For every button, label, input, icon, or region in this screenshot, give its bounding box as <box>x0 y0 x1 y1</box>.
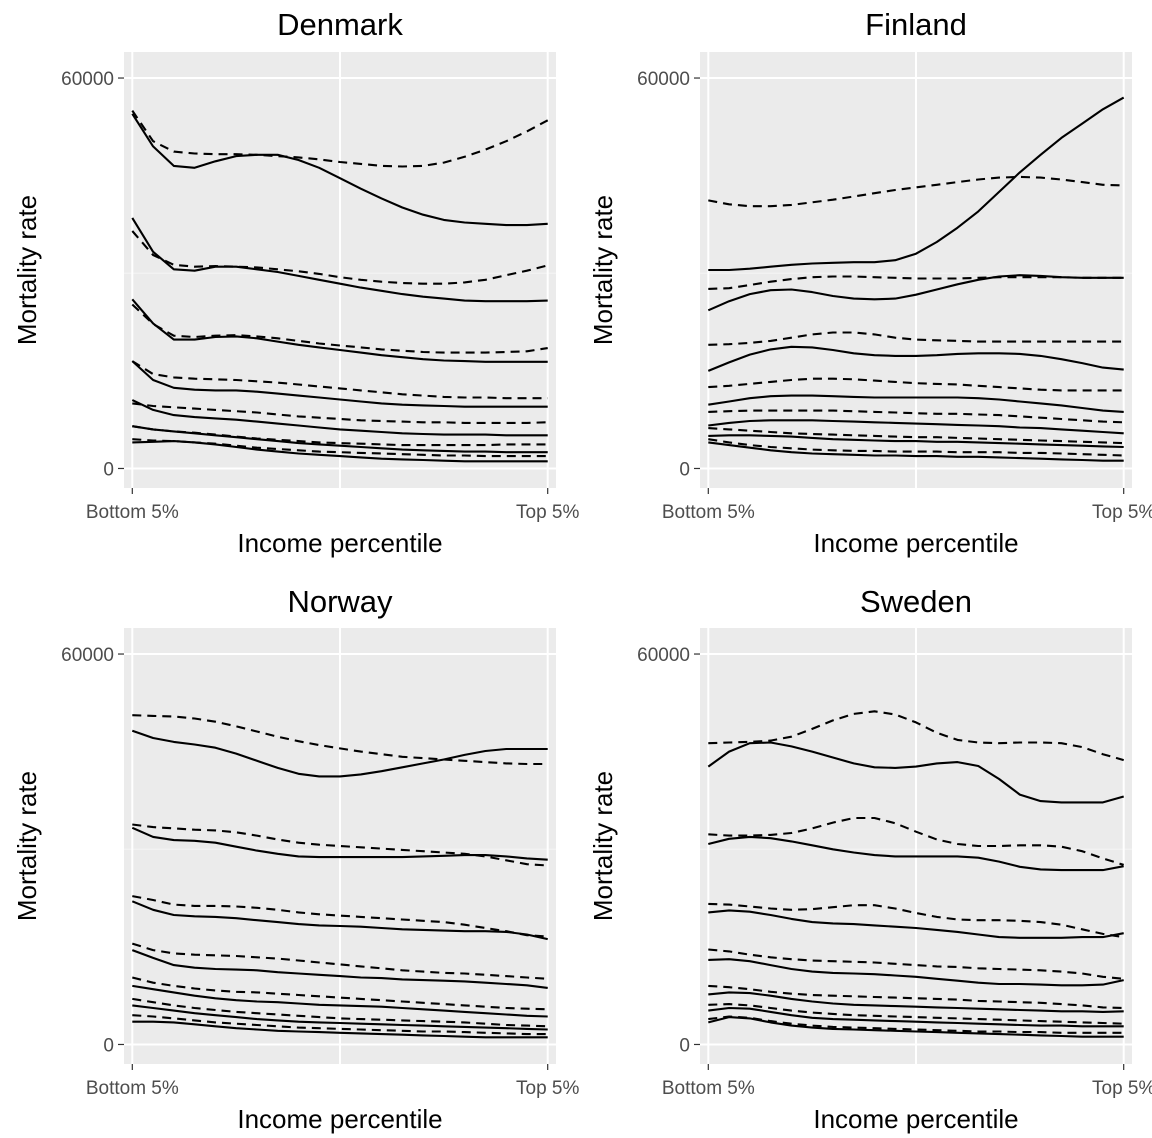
series-line-4-solid <box>708 909 1124 939</box>
series-line-6-solid <box>131 949 548 989</box>
x-tick-label: Bottom 5% <box>662 502 755 523</box>
series-line-12-solid <box>132 440 548 463</box>
gridlines <box>124 52 556 488</box>
series-lines <box>707 96 1125 462</box>
series-line-9-dashed <box>132 402 548 424</box>
series-line-13-dashed <box>708 1015 1124 1034</box>
series-lines <box>707 710 1125 1038</box>
y-tick-label: 60000 <box>637 69 690 90</box>
panel-denmark: Denmark 0 60000 Bottom 5% Top 5% Income per… <box>12 7 579 558</box>
series-line-7-dashed <box>708 948 1124 980</box>
series-line-2-solid <box>708 835 1124 872</box>
series-line-4-solid <box>707 345 1124 372</box>
x-axis-title: Income percentile <box>237 528 442 558</box>
y-axis-title: Mortality rate <box>588 771 618 921</box>
series-line-10-solid <box>708 1006 1124 1028</box>
series-line-3-dashed <box>708 816 1125 866</box>
panel-title: Denmark <box>277 7 403 42</box>
series-line-9-dashed <box>708 984 1124 1010</box>
series-line-11-dashed <box>132 997 548 1028</box>
panel-finland: Finland 0 60000 Bottom 5% Top 5% Income per… <box>588 7 1152 558</box>
panel-sweden: Sweden 0 60000 Bottom 5% Top 5% Income perc… <box>588 584 1152 1134</box>
series-line-1-dashed <box>132 714 548 766</box>
series-line-10-solid <box>132 425 548 454</box>
y-tick-label: 0 <box>679 1035 690 1056</box>
series-line-9-dashed <box>708 409 1124 424</box>
series-line-6-solid <box>131 360 548 408</box>
series-line-8-solid <box>708 419 1124 435</box>
series-line-5-dashed <box>131 303 548 354</box>
series-line-11-dashed <box>132 425 548 447</box>
series-line-13-dashed <box>132 1014 548 1036</box>
gridlines <box>700 52 1132 488</box>
series-line-8-solid <box>708 991 1124 1013</box>
series-line-0-solid <box>131 729 548 778</box>
series-line-4-solid <box>131 900 548 941</box>
series-line-3-dashed <box>131 230 548 285</box>
series-line-1-dashed <box>131 110 549 168</box>
x-axis-title: Income percentile <box>237 1104 442 1134</box>
series-line-0-solid <box>707 741 1124 804</box>
series-line-5-dashed <box>708 331 1124 346</box>
series-line-8-solid <box>132 984 548 1018</box>
series-line-8-solid <box>131 399 548 437</box>
series-line-12-solid <box>708 1016 1124 1038</box>
series-line-5-dashed <box>132 895 548 938</box>
x-tick-label: Bottom 5% <box>86 1078 179 1099</box>
x-axis-title: Income percentile <box>813 1104 1018 1134</box>
x-tick-label: Bottom 5% <box>662 1078 755 1099</box>
series-lines <box>131 110 549 463</box>
y-tick-label: 0 <box>679 459 690 480</box>
axes: 0 60000 Bottom 5% Top 5% <box>61 645 579 1099</box>
y-tick-label: 60000 <box>637 645 690 666</box>
series-line-3-dashed <box>132 823 548 867</box>
series-line-11-dashed <box>708 1003 1124 1025</box>
panel-title: Sweden <box>860 584 972 619</box>
x-axis-title: Income percentile <box>813 528 1018 558</box>
y-tick-label: 60000 <box>61 69 114 90</box>
series-line-12-solid <box>132 1020 548 1039</box>
y-tick-label: 60000 <box>61 645 114 666</box>
y-tick-label: 0 <box>103 459 114 480</box>
y-axis-title: Mortality rate <box>588 195 618 345</box>
series-line-7-dashed <box>131 942 548 980</box>
y-tick-label: 0 <box>103 1035 114 1056</box>
gridlines <box>700 628 1132 1064</box>
x-tick-label: Top 5% <box>516 1078 579 1099</box>
series-line-13-dashed <box>708 438 1124 457</box>
x-tick-label: Top 5% <box>1092 1078 1152 1099</box>
series-line-4-solid <box>131 298 548 363</box>
series-line-0-solid <box>131 113 548 227</box>
series-line-1-dashed <box>708 710 1124 762</box>
series-line-13-dashed <box>132 438 548 458</box>
panel-title: Finland <box>865 7 967 42</box>
panel-norway: Norway 0 60000 Bottom 5% Top 5% Income perc… <box>12 584 579 1134</box>
series-line-9-dashed <box>132 976 548 1011</box>
x-tick-label: Bottom 5% <box>86 502 179 523</box>
series-line-5-dashed <box>708 902 1124 939</box>
series-line-6-solid <box>708 958 1124 987</box>
series-line-10-solid <box>132 1004 548 1031</box>
series-line-7-dashed <box>131 360 548 400</box>
axes: 0 60000 Bottom 5% Top 5% <box>637 645 1152 1099</box>
gridlines <box>124 628 556 1064</box>
series-line-2-solid <box>131 217 548 303</box>
series-line-12-solid <box>708 441 1124 462</box>
panel-title: Norway <box>287 584 393 619</box>
x-tick-label: Top 5% <box>1092 502 1152 523</box>
axes: 0 60000 Bottom 5% Top 5% <box>61 69 579 523</box>
series-line-10-solid <box>708 434 1124 449</box>
x-tick-label: Top 5% <box>516 502 579 523</box>
series-line-11-dashed <box>708 427 1124 445</box>
series-line-0-solid <box>708 96 1125 272</box>
series-line-6-solid <box>708 394 1124 413</box>
series-lines <box>131 714 548 1039</box>
series-line-7-dashed <box>708 377 1124 392</box>
y-axis-title: Mortality rate <box>12 195 42 345</box>
y-axis-title: Mortality rate <box>12 771 42 921</box>
axes: 0 60000 Bottom 5% Top 5% <box>637 69 1152 523</box>
series-line-1-dashed <box>708 175 1124 208</box>
series-line-3-dashed <box>708 275 1124 290</box>
